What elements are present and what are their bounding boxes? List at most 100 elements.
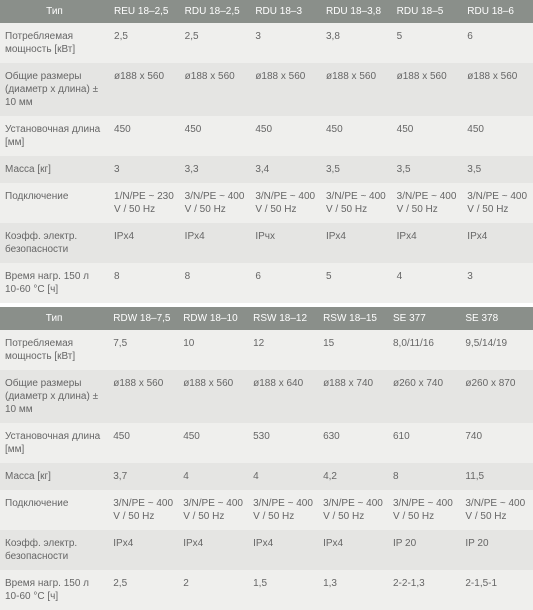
cell-value: 7,5	[108, 330, 178, 370]
cell-value: IP 20	[460, 530, 533, 570]
cell-value: 450	[250, 116, 321, 156]
cell-value: 3,7	[108, 463, 178, 490]
cell-value: 610	[388, 423, 460, 463]
cell-value: 450	[321, 116, 392, 156]
cell-value: IPx4	[248, 530, 318, 570]
cell-value: 3/N/PE ~ 400 V / 50 Hz	[250, 183, 321, 223]
cell-value: 450	[462, 116, 533, 156]
header-model: RDU 18–3	[250, 0, 321, 23]
row-label: Общие размеры (диаметр x длина) ± 10 мм	[0, 63, 109, 116]
row-label: Общие размеры (диаметр x длина) ± 10 мм	[0, 370, 108, 423]
header-model: RDU 18–5	[392, 0, 463, 23]
cell-value: IPx4	[180, 223, 251, 263]
row-label: Подключение	[0, 183, 109, 223]
cell-value: 1,3	[318, 570, 388, 610]
table-row: Масса [кг]3,7444,2811,5	[0, 463, 533, 490]
cell-value: 1/N/PE ~ 230 V / 50 Hz	[109, 183, 180, 223]
header-param: Тип	[0, 0, 109, 23]
cell-value: 3/N/PE ~ 400 V / 50 Hz	[388, 490, 460, 530]
cell-value: 450	[180, 116, 251, 156]
cell-value: ø260 x 870	[460, 370, 533, 423]
row-label: Коэфф. электр. безопасности	[0, 530, 108, 570]
cell-value: ø188 x 560	[178, 370, 248, 423]
cell-value: IPx4	[109, 223, 180, 263]
cell-value: IPx4	[108, 530, 178, 570]
cell-value: 3/N/PE ~ 400 V / 50 Hz	[318, 490, 388, 530]
cell-value: 4,2	[318, 463, 388, 490]
header-model: RSW 18–12	[248, 307, 318, 330]
cell-value: ø188 x 560	[109, 63, 180, 116]
cell-value: 9,5/14/19	[460, 330, 533, 370]
cell-value: 15	[318, 330, 388, 370]
row-label: Масса [кг]	[0, 463, 108, 490]
header-param: Тип	[0, 307, 108, 330]
table-row: Коэфф. электр. безопасностиIPx4IPx4IPx4I…	[0, 530, 533, 570]
cell-value: 2,5	[180, 23, 251, 63]
cell-value: 1,5	[248, 570, 318, 610]
cell-value: 630	[318, 423, 388, 463]
cell-value: 12	[248, 330, 318, 370]
cell-value: 3/N/PE ~ 400 V / 50 Hz	[108, 490, 178, 530]
cell-value: ø188 x 560	[321, 63, 392, 116]
cell-value: IPx4	[462, 223, 533, 263]
cell-value: 3	[250, 23, 321, 63]
cell-value: 3/N/PE ~ 400 V / 50 Hz	[321, 183, 392, 223]
header-model: RSW 18–15	[318, 307, 388, 330]
cell-value: IPx4	[392, 223, 463, 263]
cell-value: 3,4	[250, 156, 321, 183]
header-model: RDW 18–7,5	[108, 307, 178, 330]
cell-value: 8	[388, 463, 460, 490]
spec-tables: ТипREU 18–2,5RDU 18–2,5RDU 18–3RDU 18–3,…	[0, 0, 533, 610]
cell-value: ø188 x 740	[318, 370, 388, 423]
cell-value: 6	[250, 263, 321, 303]
cell-value: IPчx	[250, 223, 321, 263]
cell-value: 450	[108, 423, 178, 463]
spec-table-1: ТипRDW 18–7,5RDW 18–10RSW 18–12RSW 18–15…	[0, 307, 533, 610]
cell-value: 3/N/PE ~ 400 V / 50 Hz	[248, 490, 318, 530]
table-row: Масса [кг]33,33,43,53,53,5	[0, 156, 533, 183]
row-label: Потребляемая мощность [кВт]	[0, 330, 108, 370]
cell-value: 10	[178, 330, 248, 370]
cell-value: ø188 x 560	[250, 63, 321, 116]
header-model: RDU 18–3,8	[321, 0, 392, 23]
cell-value: IPx4	[178, 530, 248, 570]
header-model: SE 378	[460, 307, 533, 330]
table-row: Установочная длина [мм]45045045045045045…	[0, 116, 533, 156]
cell-value: 3,5	[321, 156, 392, 183]
row-label: Потребляемая мощность [кВт]	[0, 23, 109, 63]
cell-value: 3,3	[180, 156, 251, 183]
row-label: Коэфф. электр. безопасности	[0, 223, 109, 263]
row-label: Время нагр. 150 л 10-60 °C [ч]	[0, 263, 109, 303]
cell-value: 3/N/PE ~ 400 V / 50 Hz	[178, 490, 248, 530]
cell-value: ø188 x 560	[180, 63, 251, 116]
cell-value: 2-2-1,3	[388, 570, 460, 610]
cell-value: 450	[178, 423, 248, 463]
table-row: Потребляемая мощность [кВт]2,52,533,856	[0, 23, 533, 63]
cell-value: 5	[321, 263, 392, 303]
table-row: Подключение3/N/PE ~ 400 V / 50 Hz3/N/PE …	[0, 490, 533, 530]
cell-value: 3/N/PE ~ 400 V / 50 Hz	[392, 183, 463, 223]
cell-value: 4	[392, 263, 463, 303]
cell-value: 3,5	[462, 156, 533, 183]
cell-value: 8	[109, 263, 180, 303]
header-model: RDU 18–2,5	[180, 0, 251, 23]
cell-value: 5	[392, 23, 463, 63]
cell-value: 3/N/PE ~ 400 V / 50 Hz	[462, 183, 533, 223]
row-label: Масса [кг]	[0, 156, 109, 183]
table-row: Коэфф. электр. безопасностиIPx4IPx4IPчxI…	[0, 223, 533, 263]
cell-value: 450	[392, 116, 463, 156]
cell-value: 3	[462, 263, 533, 303]
cell-value: ø188 x 560	[392, 63, 463, 116]
cell-value: 3,5	[392, 156, 463, 183]
row-label: Время нагр. 150 л 10-60 °C [ч]	[0, 570, 108, 610]
header-model: REU 18–2,5	[109, 0, 180, 23]
cell-value: 530	[248, 423, 318, 463]
cell-value: 2,5	[109, 23, 180, 63]
table-row: Общие размеры (диаметр x длина) ± 10 мм ø…	[0, 370, 533, 423]
cell-value: 2,5	[108, 570, 178, 610]
table-row: Время нагр. 150 л 10-60 °C [ч]2,521,51,3…	[0, 570, 533, 610]
table-row: Потребляемая мощность [кВт]7,51012158,0/…	[0, 330, 533, 370]
cell-value: 2-1,5-1	[460, 570, 533, 610]
cell-value: ø188 x 640	[248, 370, 318, 423]
cell-value: 8,0/11/16	[388, 330, 460, 370]
